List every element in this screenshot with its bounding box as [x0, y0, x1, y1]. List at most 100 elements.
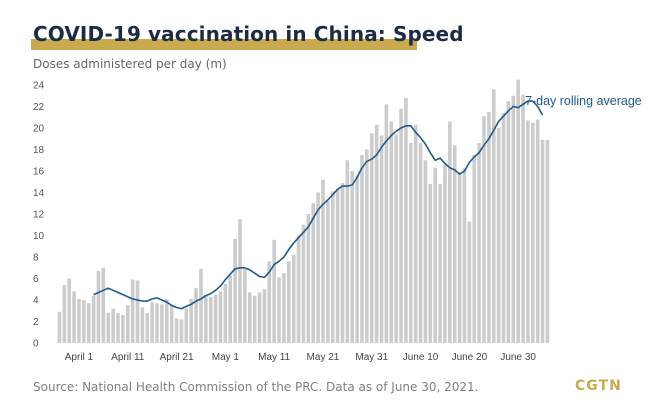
bar [340, 182, 345, 343]
bar [306, 214, 311, 343]
page-title: COVID-19 vaccination in China: Speed [33, 22, 464, 46]
bar [223, 283, 228, 343]
bar [169, 305, 174, 343]
bar [389, 121, 394, 343]
bar [111, 308, 115, 343]
bar [496, 128, 501, 343]
bar [399, 108, 403, 344]
bar [101, 267, 106, 343]
x-tick-label: May 11 [258, 352, 290, 363]
bar [96, 270, 101, 343]
x-tick-label: April 1 [65, 352, 94, 363]
bar [428, 183, 433, 343]
title-block: COVID-19 vaccination in China: Speed [31, 22, 464, 50]
bar [208, 296, 213, 343]
bar [184, 308, 189, 343]
bar [160, 304, 164, 343]
y-tick-label: 16 [33, 167, 45, 178]
bar [189, 298, 193, 343]
bar [443, 164, 447, 343]
bar [423, 160, 428, 343]
x-tick-label: April 11 [111, 352, 145, 363]
bar [374, 124, 379, 344]
bar [228, 275, 233, 343]
y-tick-label: 24 [33, 81, 45, 92]
x-tick-label: June 20 [452, 352, 488, 363]
bar [438, 183, 442, 343]
bar [287, 261, 291, 343]
x-tick-label: May 1 [212, 352, 240, 363]
y-tick-label: 14 [33, 188, 45, 199]
bar [404, 97, 408, 344]
title-underline [31, 39, 417, 50]
bar [535, 119, 540, 344]
rolling-average-label: 7-day rolling average [525, 94, 642, 108]
bar [257, 292, 262, 343]
bar [77, 298, 81, 343]
bar [531, 122, 535, 343]
bar [394, 134, 398, 343]
bar [457, 172, 462, 343]
bar [311, 203, 315, 343]
bar [360, 154, 364, 343]
bar [350, 171, 355, 343]
bar [482, 116, 486, 343]
bar [296, 235, 301, 343]
bar [491, 89, 496, 343]
bar [326, 201, 330, 343]
bar [506, 101, 511, 343]
bar [91, 295, 96, 343]
bar [145, 312, 150, 343]
y-tick-label: 8 [33, 253, 39, 264]
bar [487, 111, 491, 343]
bar [355, 175, 359, 343]
bar [418, 143, 423, 343]
bar [477, 143, 481, 343]
bar [204, 294, 208, 343]
bar [262, 289, 267, 343]
bar [452, 145, 457, 343]
cgtn-logo: CGTN [575, 378, 622, 394]
bar [174, 318, 179, 343]
bar [140, 307, 145, 343]
bar [267, 261, 272, 343]
y-tick-label: 22 [33, 102, 45, 113]
bar [472, 154, 477, 343]
bar [369, 133, 374, 343]
y-tick-label: 0 [33, 339, 39, 350]
bar [467, 221, 472, 343]
bar [330, 191, 335, 343]
bar [72, 291, 76, 343]
bar [233, 238, 237, 343]
bar [57, 311, 62, 343]
bar [511, 95, 516, 343]
rolling-average-line [93, 100, 544, 310]
bar [130, 279, 135, 343]
y-tick-label: 12 [33, 210, 45, 221]
y-tick-label: 4 [33, 296, 39, 307]
bar [540, 139, 545, 343]
bar [379, 135, 384, 343]
bar [252, 295, 257, 343]
bar [462, 167, 467, 343]
bar [448, 121, 452, 343]
bar [62, 284, 67, 343]
source-note: Source: National Health Commission of th… [33, 380, 479, 394]
bar [165, 298, 169, 343]
bar [116, 312, 120, 343]
bar [291, 254, 296, 343]
bar [384, 104, 389, 343]
bar [277, 277, 281, 343]
bar [247, 292, 252, 343]
x-tick-label: April 21 [160, 352, 194, 363]
x-tick-label: June 30 [500, 352, 536, 363]
bar [199, 268, 203, 343]
x-tick-label: May 31 [355, 352, 388, 363]
bar [521, 94, 525, 343]
bar [106, 312, 111, 343]
bar [526, 120, 530, 343]
y-tick-label: 10 [33, 231, 45, 242]
bar [86, 303, 91, 343]
bar [365, 149, 369, 343]
bar [545, 139, 550, 343]
